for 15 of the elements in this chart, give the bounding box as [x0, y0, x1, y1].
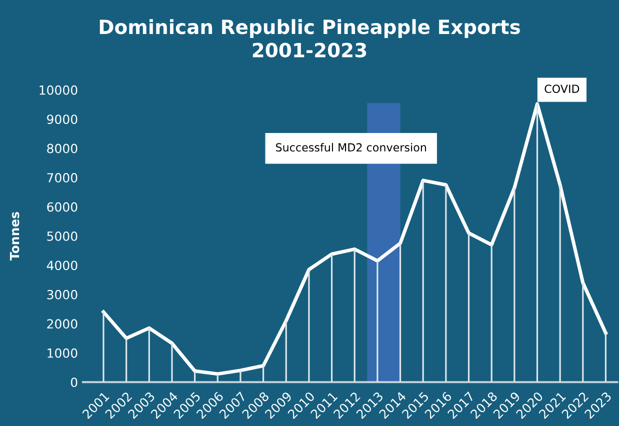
annotation: COVID: [544, 84, 580, 93]
y-tick-label: 1000: [48, 348, 78, 358]
y-tick-label: 7000: [47, 173, 78, 182]
y-tick-label: 0: [70, 378, 78, 388]
y-tick-label: 10000: [40, 85, 78, 95]
y-tick-label: 6000: [47, 202, 78, 212]
chart-title: Dominican Republic Pineapple Exports 2001-2023: [100, 19, 520, 58]
y-axis-title: Tonnes: [10, 212, 20, 261]
annotation: Successful MD2 conversion: [276, 142, 426, 152]
y-tick-label: 8000: [47, 144, 78, 154]
y-tick-label: 3000: [47, 290, 78, 300]
y-tick-label: 4000: [46, 260, 78, 270]
y-tick-label: 2000: [47, 319, 78, 329]
y-tick-label: 5000: [47, 231, 78, 241]
y-tick-label: 9000: [47, 114, 78, 124]
